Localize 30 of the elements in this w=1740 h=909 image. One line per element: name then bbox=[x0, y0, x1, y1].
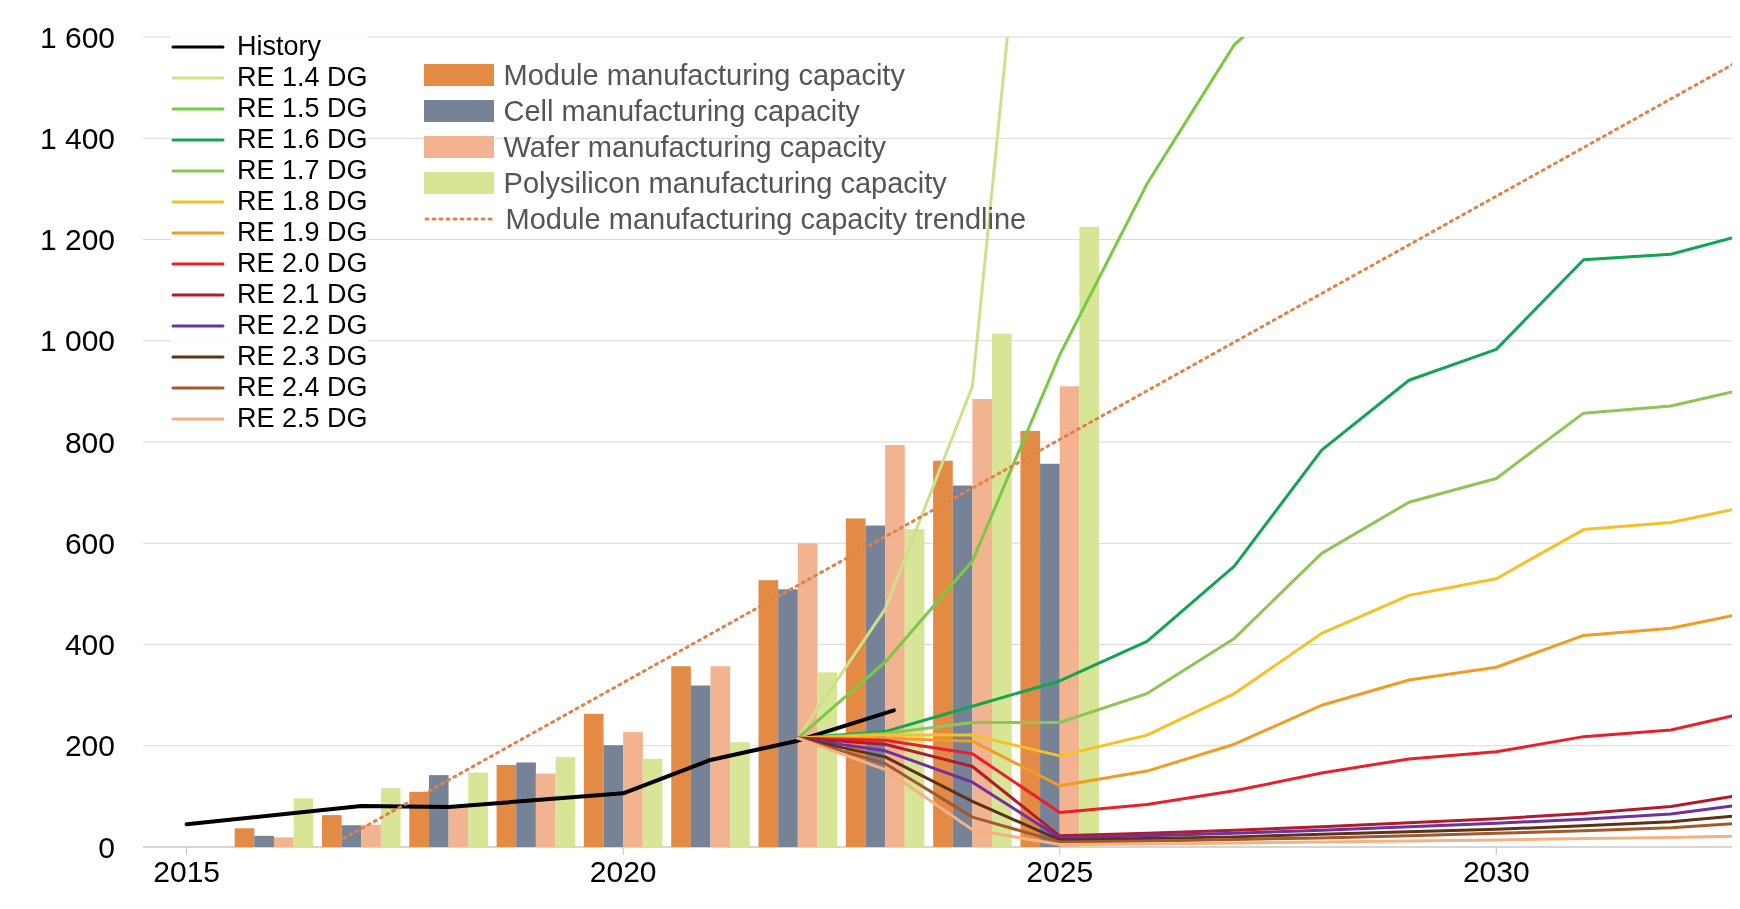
legend-label: Cell manufacturing capacity bbox=[503, 94, 860, 129]
x-tick-label: 2030 bbox=[1462, 855, 1530, 889]
y-tick-label: 1 600 bbox=[39, 20, 115, 54]
y-tick-label: 1 200 bbox=[39, 223, 115, 257]
y-tick-label: 1 400 bbox=[39, 121, 115, 155]
legend-label: RE 2.5 DG bbox=[237, 403, 368, 434]
legend-label: RE 2.1 DG bbox=[237, 279, 368, 310]
legend-label: RE 2.4 DG bbox=[237, 372, 368, 403]
y-tick-label: 1 000 bbox=[39, 324, 115, 358]
y-tick-label: 400 bbox=[64, 628, 115, 662]
legend-label: Wafer manufacturing capacity bbox=[503, 130, 887, 165]
x-tick-label: 2025 bbox=[1026, 855, 1094, 889]
y-tick-label: 600 bbox=[64, 526, 115, 560]
legend-label: RE 1.6 DG bbox=[237, 124, 368, 155]
legend-label: RE 1.5 DG bbox=[237, 93, 368, 124]
y-tick-label: 200 bbox=[64, 729, 115, 763]
x-tick-label: 2015 bbox=[153, 855, 221, 889]
legend-label: RE 1.9 DG bbox=[237, 217, 368, 248]
legend-label: RE 2.3 DG bbox=[237, 341, 368, 372]
legend-label: RE 2.2 DG bbox=[237, 310, 368, 341]
legend-label: Polysilicon manufacturing capacity bbox=[503, 166, 947, 201]
y-tick-label: 0 bbox=[98, 830, 115, 864]
legend-label: RE 1.8 DG bbox=[237, 186, 368, 217]
legend-label: RE 1.7 DG bbox=[237, 155, 368, 186]
x-tick-label: 2020 bbox=[589, 855, 657, 889]
legend-label: History bbox=[237, 31, 322, 62]
legend-label: Module manufacturing capacity bbox=[503, 58, 905, 93]
legend-label: RE 1.4 DG bbox=[237, 62, 368, 93]
legend-label: RE 2.0 DG bbox=[237, 248, 368, 279]
y-tick-label: 800 bbox=[64, 425, 115, 459]
